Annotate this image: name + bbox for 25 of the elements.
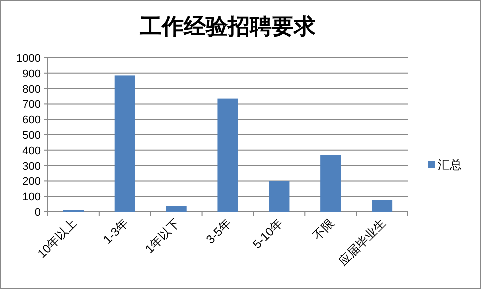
- bar: [114, 76, 136, 212]
- y-tick-label: 600: [22, 114, 41, 127]
- y-tick-label: 100: [22, 192, 41, 204]
- y-tick-label: 1000: [16, 53, 41, 65]
- y-tick-label: 300: [22, 160, 41, 173]
- y-tick-label: 700: [22, 99, 41, 112]
- y-tick-label: 500: [22, 130, 41, 142]
- bar: [269, 181, 290, 212]
- legend-label: 汇总: [438, 158, 462, 172]
- x-tick-label: 应届毕业生: [336, 216, 388, 269]
- y-tick-label: 0: [34, 207, 41, 219]
- bar: [166, 206, 187, 212]
- x-tick-label: 1-3年: [100, 216, 132, 247]
- x-tick-label: 3-5年: [203, 216, 234, 247]
- bar: [372, 200, 393, 212]
- x-tick-label: 1年以下: [142, 216, 183, 256]
- x-tick-label: 不限: [310, 216, 337, 244]
- y-tick-label: 200: [22, 176, 41, 188]
- y-tick-label: 800: [22, 84, 41, 96]
- chart-title: 工作经验招聘要求: [139, 14, 317, 40]
- y-tick-label: 400: [22, 145, 41, 158]
- y-tick-label: 900: [22, 68, 41, 80]
- x-tick-label: 10年以上: [35, 216, 80, 262]
- bar: [218, 98, 238, 212]
- bar: [320, 155, 342, 212]
